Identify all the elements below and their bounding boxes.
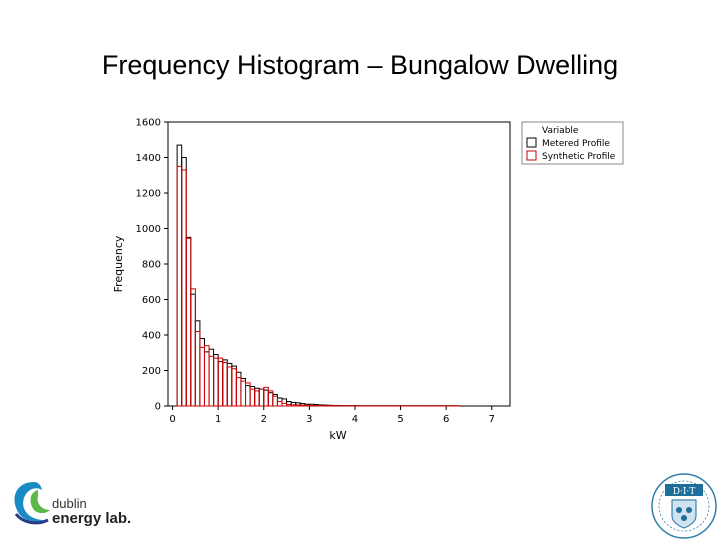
x-axis-ticks: 0 1 2 3 4 5 6 7 [169, 406, 495, 425]
histogram-bar [281, 402, 288, 407]
x-tick-label: 7 [489, 414, 495, 425]
plot-frame [167, 121, 511, 407]
histogram-series-metered [176, 144, 461, 407]
histogram-bar [222, 362, 228, 407]
legend: Variable Metered Profile Synthetic Profi… [521, 121, 624, 165]
legend-swatch-metered [526, 137, 537, 148]
histogram-bar [213, 357, 219, 407]
histogram-bar [190, 293, 196, 407]
histogram-bar [185, 237, 192, 407]
dit-text: D·I·T [673, 487, 696, 497]
y-tick-label: 1000 [136, 224, 161, 235]
x-tick-label: 6 [443, 414, 449, 425]
histogram-bar [258, 388, 265, 407]
x-tick-label: 1 [215, 414, 221, 425]
histogram-bar [281, 398, 288, 407]
histogram-bar [258, 388, 265, 407]
histogram-bar [208, 355, 215, 407]
histogram-bar [213, 354, 219, 407]
y-tick-label: 200 [142, 366, 161, 377]
seal-emblem [671, 499, 697, 529]
y-tick-label: 800 [142, 260, 161, 271]
histogram-bar [286, 401, 292, 407]
x-tick-label: 5 [397, 414, 403, 425]
histogram-bar [299, 404, 306, 407]
histogram-bar [217, 361, 224, 407]
histogram-bar [249, 388, 256, 407]
x-axis-label: kW [329, 429, 346, 442]
dit-seal-logo: D·I·T [651, 473, 717, 539]
x-tick-label: 2 [261, 414, 267, 425]
x-tick-label: 3 [306, 414, 312, 425]
y-tick-label: 400 [142, 331, 161, 342]
slide-title: Frequency Histogram – Bungalow Dwelling [101, 50, 619, 80]
histogram-bar [199, 346, 205, 407]
legend-box [521, 121, 624, 165]
histogram-bar [226, 366, 233, 407]
histogram-bar [217, 357, 224, 407]
histogram-bar [203, 345, 210, 407]
legend-swatch-synthetic [526, 150, 537, 161]
legend-label-metered: Metered Profile [542, 139, 610, 149]
histogram-bar [290, 401, 297, 407]
histogram-bar [263, 389, 269, 407]
x-tick-label: 4 [352, 414, 358, 425]
histogram-bar [222, 359, 228, 407]
histogram-bar [272, 395, 278, 407]
histogram-bar [208, 348, 215, 407]
histogram-bar [240, 377, 247, 407]
histogram-bar [176, 165, 183, 407]
histogram-bar [308, 404, 315, 407]
logo-text-line2: energy lab. [52, 510, 131, 527]
histogram-bar [181, 157, 187, 407]
histogram-bar [203, 351, 210, 407]
histogram-bar [199, 338, 205, 407]
histogram-bar [185, 236, 192, 407]
histogram-bar [226, 362, 233, 407]
histogram-bar [176, 144, 183, 407]
histogram-bar [181, 169, 187, 407]
histogram-bar [313, 404, 319, 407]
y-tick-label: 1400 [136, 153, 161, 164]
histogram-bar [240, 380, 247, 407]
y-axis-label: Frequency [112, 235, 125, 292]
histogram-bar [194, 320, 201, 407]
histogram-bar [231, 365, 237, 407]
dublin-energy-lab-logo: dublin energy lab. [14, 482, 131, 527]
y-tick-label: 1200 [136, 189, 161, 200]
histogram-bar [290, 404, 297, 407]
swirl-icon [14, 482, 44, 522]
histogram-bar [235, 377, 242, 407]
y-axis-ticks: 0 200 400 600 800 1000 1200 1400 1600 [136, 118, 168, 413]
y-tick-label: 600 [142, 295, 161, 306]
y-tick-label: 0 [155, 402, 161, 413]
histogram-bar [190, 288, 196, 407]
histogram-bar [304, 404, 310, 407]
histogram-bar [245, 385, 251, 407]
y-tick-label: 1600 [136, 118, 161, 129]
histogram-bar [267, 392, 274, 407]
dit-banner [665, 484, 703, 496]
x-tick-label: 0 [169, 414, 175, 425]
histogram-bar [286, 404, 292, 407]
histogram-bar [194, 330, 201, 407]
histogram-bar [231, 368, 237, 407]
histogram-bar [295, 404, 301, 407]
logo-text-line1: dublin [52, 496, 87, 511]
legend-label-synthetic: Synthetic Profile [542, 152, 616, 162]
histogram-series-synthetic [176, 165, 461, 407]
legend-title: Variable [542, 126, 579, 136]
series-layer [176, 144, 461, 407]
histogram-bar [245, 382, 251, 407]
histogram-bar [254, 390, 260, 407]
histogram-bar [276, 401, 283, 407]
